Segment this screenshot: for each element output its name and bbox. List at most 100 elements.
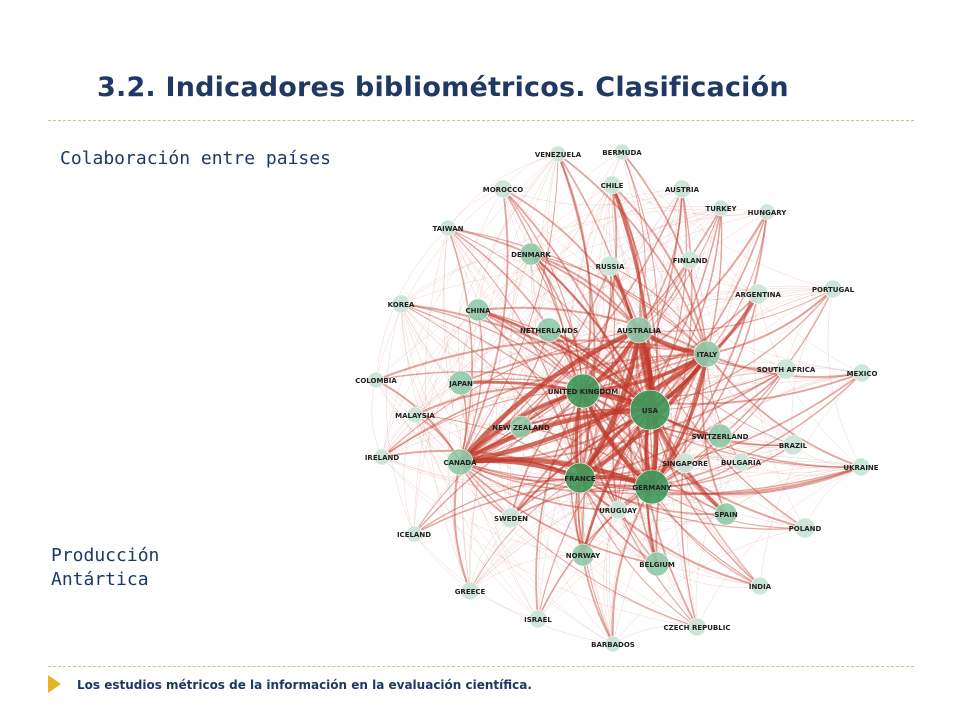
edge-turkey-switzerland (699, 207, 722, 437)
node-belgium (644, 551, 670, 577)
edge-italy-denmark (530, 253, 708, 355)
edge-hungary-ireland (381, 211, 768, 458)
edge-uruguay-barbados (603, 509, 619, 645)
edge-colombia-ireland (371, 379, 383, 458)
edge-poland-barbados (612, 527, 806, 645)
edge-norway-czech-republic (582, 554, 698, 628)
node-bulgaria (731, 452, 751, 472)
edge-morocco-bulgaria (502, 188, 742, 463)
node-uruguay (608, 500, 628, 520)
edge-germany-greece (469, 486, 653, 592)
edge-denmark-greece (462, 253, 532, 592)
edge-venezuela-japan (460, 153, 559, 384)
edge-usa-japan (460, 380, 651, 412)
edge-canada-taiwan (447, 227, 473, 463)
edge-germany-india (651, 486, 761, 587)
edge-australia-denmark (530, 253, 640, 331)
node-singapore (674, 452, 696, 474)
node-label-brazil: BRAZIL (779, 442, 808, 450)
footer-arrow-icon (48, 675, 61, 693)
edge-bulgaria-ukraine (740, 461, 862, 476)
slide-subtitle: Colaboración entre países (60, 148, 331, 169)
edge-chile-france (566, 184, 613, 479)
edge-brazil-belgium (656, 444, 794, 565)
node-label-bermuda: BERMUDA (602, 149, 642, 157)
edge-norway-greece (469, 554, 584, 592)
edge-united-kingdom-korea (400, 303, 584, 392)
node-bermuda (613, 143, 631, 161)
edge-japan-belgium (460, 382, 658, 565)
edge-turkey-netherlands (548, 207, 722, 331)
edge-colombia-czech-republic (375, 379, 698, 628)
edge-taiwan-switzerland (447, 227, 721, 437)
edge-denmark-canada (459, 253, 532, 463)
edge-denmark-korea (400, 253, 532, 305)
node-iceland (405, 525, 423, 543)
edge-usa-ukraine (649, 409, 862, 469)
node-label-switzerland: SWITZERLAND (692, 433, 749, 441)
node-morocco (493, 179, 513, 199)
edge-france-poland (579, 477, 806, 530)
node-australia (625, 316, 653, 344)
edge-russia-malaysia (414, 265, 611, 416)
edge-usa-sweden (510, 409, 651, 519)
node-china (466, 298, 490, 322)
edge-canada-barbados (459, 461, 614, 645)
node-label-turkey: TURKEY (705, 205, 737, 213)
edge-usa-portugal (649, 288, 834, 411)
edge-venezuela-new-zealand (511, 153, 559, 428)
edge-germany-barbados (611, 486, 653, 645)
node-label-uruguay: URUGUAY (599, 507, 638, 515)
edge-france-turkey (579, 207, 722, 479)
node-norway (571, 543, 595, 567)
edge-france-ukraine (579, 466, 862, 495)
edge-canada-china (459, 309, 483, 463)
node-label-mexico: MEXICO (847, 370, 878, 378)
edge-bulgaria-czech-republic (695, 461, 742, 628)
node-label-germany: GERMANY (632, 484, 672, 492)
edge-portugal-brazil (791, 288, 834, 446)
edge-united-kingdom-argentina (582, 293, 759, 392)
edge-france-czech-republic (579, 477, 698, 628)
edge-argentina-ukraine (757, 293, 862, 468)
node-label-portugal: PORTUGAL (812, 286, 855, 294)
edge-netherlands-spain (548, 329, 727, 515)
edge-brazil-germany (651, 444, 794, 488)
edge-germany-argentina (651, 293, 759, 488)
edge-taiwan-south-africa (447, 227, 787, 370)
node-ukraine (851, 457, 871, 477)
edge-malaysia-belgium (414, 414, 658, 565)
edge-morocco-mexico (502, 188, 863, 374)
node-label-norway: NORWAY (566, 552, 601, 560)
edge-venezuela-france (538, 153, 581, 479)
edge-taiwan-germany (447, 227, 653, 488)
node-label-new-zealand: NEW ZEALAND (492, 424, 550, 432)
edge-portugal-australia (638, 285, 834, 331)
title-divider (48, 120, 914, 121)
node-sweden (500, 507, 522, 529)
edge-ukraine-czech-republic (696, 466, 862, 628)
edge-italy-russia (609, 265, 708, 355)
node-new-zealand (509, 415, 533, 439)
edge-russia-poland (609, 265, 806, 529)
node-brazil (782, 434, 804, 456)
edge-canada-turkey (459, 207, 722, 463)
node-korea (391, 294, 411, 314)
edge-venezuela-iceland (413, 153, 559, 535)
edge-korea-canada (400, 303, 461, 463)
edge-brazil-greece (469, 444, 794, 592)
footer-text: Los estudios métricos de la información … (77, 678, 532, 692)
node-france (564, 462, 596, 494)
edge-argentina-poland (753, 293, 806, 529)
edge-germany-austria (651, 188, 693, 488)
node-japan (448, 370, 474, 396)
edge-venezuela-greece (462, 153, 559, 592)
edge-italy-china (477, 306, 708, 355)
edge-canada-greece (452, 461, 471, 592)
node-label-ukraine: UKRAINE (843, 464, 878, 472)
node-label-japan: JAPAN (448, 380, 473, 388)
edge-bermuda-sweden (509, 151, 623, 519)
edge-australia-norway (581, 329, 640, 556)
edge-germany-brazil (651, 444, 794, 488)
node-barbados (604, 635, 622, 653)
